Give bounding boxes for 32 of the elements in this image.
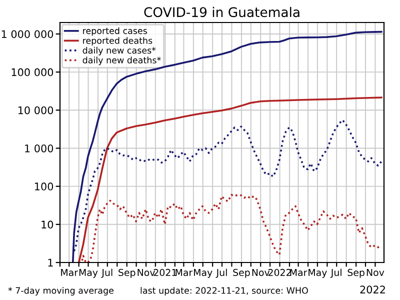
x-tick-label: May (79, 269, 98, 278)
x-tick-label: Sep (348, 268, 364, 278)
x-tick-label: 2022 (268, 268, 291, 276)
text: 2022 (360, 286, 385, 294)
x-tick-label: Mar (290, 269, 308, 276)
legend-label: reported cases (83, 27, 147, 36)
y-tick-label: 10 000 (18, 106, 54, 114)
x-tick-label: May (308, 269, 327, 278)
y-tick-label: 1 000 000 (2, 30, 54, 38)
legend-label: reported deaths (83, 37, 152, 46)
x-tick-label: May (194, 269, 212, 278)
x-tick-label: Mar (176, 269, 193, 276)
x-tick-label: Jul (330, 268, 342, 278)
x-tick-label: Nov (366, 269, 384, 276)
x-tick-label: Jul (101, 268, 112, 278)
y-tick-label: 100 (35, 182, 54, 190)
y-tick-label: 10 (42, 220, 54, 229)
x-tick-label: Jul (216, 268, 227, 278)
x-tick-label: Sep (233, 268, 250, 278)
x-tick-label: Nov (252, 269, 270, 276)
x-tick-label: Nov (138, 269, 155, 276)
y-tick-label: 1 000 (25, 144, 54, 152)
x-tick-label: 2021 (154, 268, 176, 276)
x-tick-label: Sep (118, 268, 136, 278)
x-tick-label: Mar (61, 269, 78, 276)
y-tick-label: 100 000 (12, 68, 54, 76)
legend-label: daily new cases* (82, 46, 156, 56)
legend-label: daily new deaths* (82, 56, 161, 66)
y-tick-label: 1 (48, 258, 53, 266)
text: last update: 2022-11-21, source: WHO (140, 287, 308, 296)
chart-title: COVID-19 in Guatemala (144, 6, 300, 18)
text: * 7-day moving average (8, 287, 114, 296)
